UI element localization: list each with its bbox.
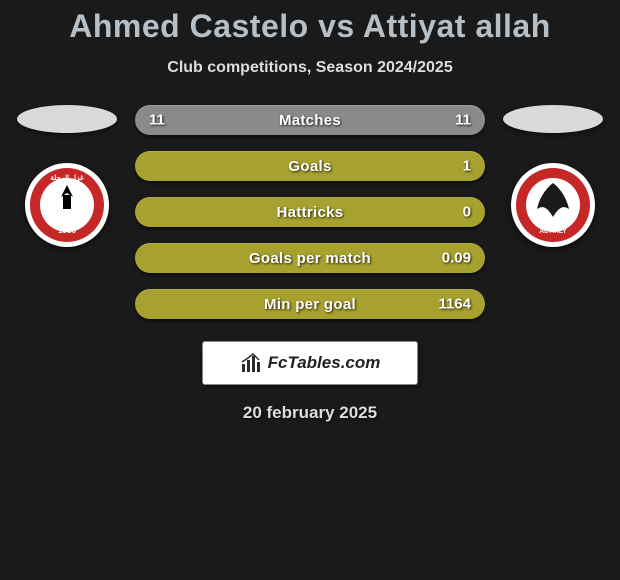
stat-label: Goals [288,158,331,175]
stat-bar-hattricks: Hattricks 0 [135,197,485,227]
stat-label: Goals per match [249,250,371,267]
main-row: 1936 غزل المحلة 11 Matches 11 Goals 1 Hattric… [0,105,620,319]
stat-label: Min per goal [264,296,356,313]
stat-label: Hattricks [277,204,344,221]
left-player-column: 1936 غزل المحلة [17,105,117,247]
right-player-photo-placeholder [503,105,603,133]
left-player-photo-placeholder [17,105,117,133]
svg-text:غزل المحلة: غزل المحلة [50,174,84,182]
bar-chart-icon [240,352,262,374]
right-player-column: AL AHLY [503,105,603,247]
left-club-badge: 1936 غزل المحلة [25,163,109,247]
stat-right-value: 11 [455,112,471,129]
ghazl-badge-icon: 1936 غزل المحلة [25,163,109,247]
stat-bar-min-per-goal: Min per goal 1164 [135,289,485,319]
fctables-logo[interactable]: FcTables.com [202,341,418,385]
stat-bar-goals-per-match: Goals per match 0.09 [135,243,485,273]
stat-label: Matches [279,112,341,129]
page-title: Ahmed Castelo vs Attiyat allah [0,8,620,45]
svg-text:1936: 1936 [58,226,76,235]
stats-column: 11 Matches 11 Goals 1 Hattricks 0 Goals per mat… [135,105,485,319]
subtitle: Club competitions, Season 2024/2025 [0,59,620,77]
stat-right-value: 0.09 [442,250,471,267]
logo-text: FcTables.com [268,353,381,373]
stat-bar-goals: Goals 1 [135,151,485,181]
stat-right-value: 1164 [438,296,471,313]
stat-right-value: 1 [463,158,471,175]
date-label: 20 february 2025 [0,403,620,423]
stat-right-value: 0 [463,204,471,221]
stat-left-value: 11 [149,112,165,129]
alahly-badge-icon: AL AHLY [511,163,595,247]
svg-text:AL AHLY: AL AHLY [539,228,567,235]
stat-bar-matches: 11 Matches 11 [135,105,485,135]
comparison-card: Ahmed Castelo vs Attiyat allah Club comp… [0,0,620,423]
right-club-badge: AL AHLY [511,163,595,247]
